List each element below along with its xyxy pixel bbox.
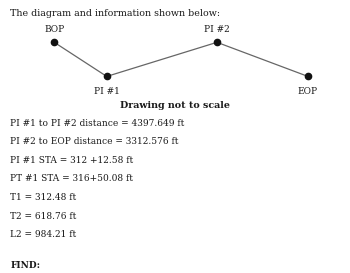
- Text: T1 = 312.48 ft: T1 = 312.48 ft: [10, 193, 77, 202]
- Text: PI #1 STA = 312 +12.58 ft: PI #1 STA = 312 +12.58 ft: [10, 156, 134, 165]
- Text: L2 = 984.21 ft: L2 = 984.21 ft: [10, 230, 77, 239]
- Text: The diagram and information shown below:: The diagram and information shown below:: [10, 9, 220, 18]
- Text: PI #2: PI #2: [204, 25, 230, 34]
- Text: PI #1 to PI #2 distance = 4397.649 ft: PI #1 to PI #2 distance = 4397.649 ft: [10, 119, 185, 128]
- Text: EOP: EOP: [298, 87, 318, 96]
- Text: BOP: BOP: [44, 25, 64, 34]
- Text: Drawing not to scale: Drawing not to scale: [120, 101, 230, 110]
- Text: PI #1: PI #1: [94, 87, 120, 96]
- Text: FIND:: FIND:: [10, 261, 41, 270]
- Text: PI #2 to EOP distance = 3312.576 ft: PI #2 to EOP distance = 3312.576 ft: [10, 137, 179, 146]
- Text: PT #1 STA = 316+50.08 ft: PT #1 STA = 316+50.08 ft: [10, 174, 133, 183]
- Text: T2 = 618.76 ft: T2 = 618.76 ft: [10, 212, 77, 221]
